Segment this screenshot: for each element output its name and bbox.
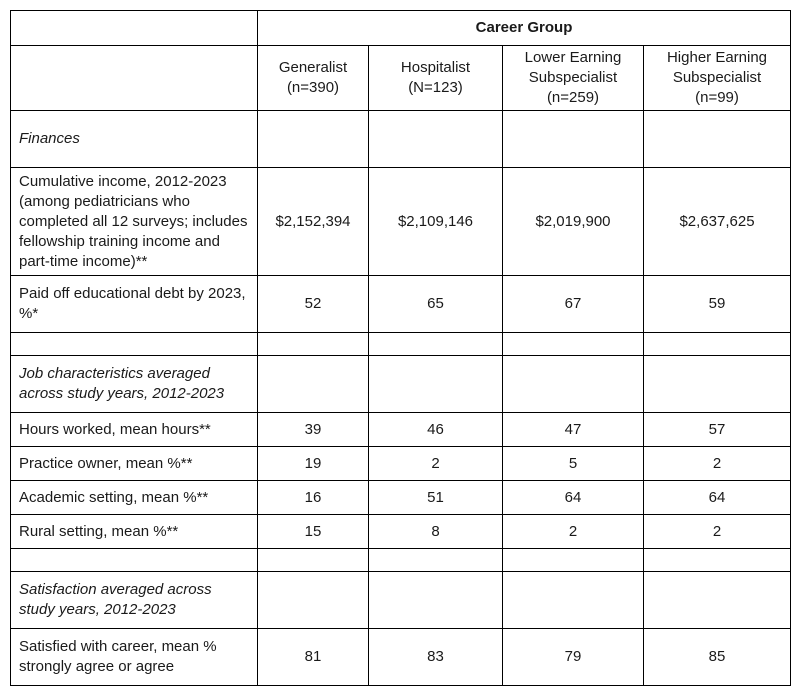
value-cell: 19 (257, 446, 369, 481)
career-group-table: Career Group Generalist (n=390) Hospital… (10, 10, 792, 686)
empty-cell (257, 110, 369, 168)
table-row: Academic setting, mean %** 16 51 64 64 (10, 480, 792, 515)
spacer-cell (257, 332, 369, 356)
empty-cell (502, 355, 644, 413)
value-cell: 64 (642, 480, 792, 515)
value-cell: 65 (368, 275, 503, 333)
table-row: Hours worked, mean hours** 39 46 47 57 (10, 412, 792, 447)
spacer-cell (502, 332, 644, 356)
empty-cell (257, 355, 369, 413)
empty-cell (368, 355, 503, 413)
empty-cell (642, 110, 792, 168)
value-cell: 52 (257, 275, 369, 333)
value-cell: 2 (642, 446, 792, 481)
spacer-cell (257, 548, 369, 572)
section-label-finances: Finances (10, 110, 258, 168)
value-cell: 59 (642, 275, 792, 333)
row-label-cell: Academic setting, mean %** (10, 480, 258, 515)
spacer-cell (368, 548, 503, 572)
career-group-header: Career Group (256, 10, 792, 46)
table-row: Rural setting, mean %** 15 8 2 2 (10, 514, 792, 549)
value-cell: 39 (257, 412, 369, 447)
table-row: Cumulative income, 2012-2023 (among pedi… (10, 167, 792, 276)
column-header-hospitalist: Hospitalist (N=123) (368, 45, 503, 111)
column-header-generalist: Generalist (n=390) (257, 45, 369, 111)
value-cell: 47 (502, 412, 644, 447)
empty-cell (368, 571, 503, 629)
section-label-satisfaction: Satisfaction averaged across study years… (10, 571, 258, 629)
empty-cell (502, 571, 644, 629)
section-label-job-characteristics: Job characteristics averaged across stud… (10, 355, 258, 413)
empty-cell (502, 110, 644, 168)
value-cell: 67 (502, 275, 644, 333)
value-cell: 83 (368, 628, 503, 686)
value-cell: 51 (368, 480, 503, 515)
column-header-higher-earning: Higher Earning Subspecialist (n=99) (642, 45, 792, 111)
table-row: Satisfied with career, mean % strongly a… (10, 628, 792, 686)
value-cell: 15 (257, 514, 369, 549)
value-cell: 5 (502, 446, 644, 481)
value-cell: 85 (642, 628, 792, 686)
spacer-cell (368, 332, 503, 356)
value-cell: 46 (368, 412, 503, 447)
spacer-cell (502, 548, 644, 572)
spacer-cell (642, 332, 792, 356)
row-label-cell: Satisfied with career, mean % strongly a… (10, 628, 258, 686)
table-row: Job characteristics averaged across stud… (10, 355, 792, 413)
empty-cell (642, 355, 792, 413)
empty-cell (642, 571, 792, 629)
value-cell: 57 (642, 412, 792, 447)
value-cell: 79 (502, 628, 644, 686)
column-header-lower-earning: Lower Earning Subspecialist (n=259) (502, 45, 644, 111)
value-cell: 81 (257, 628, 369, 686)
row-label-cell: Hours worked, mean hours** (10, 412, 258, 447)
value-cell: $2,109,146 (368, 167, 503, 276)
spacer-cell (642, 548, 792, 572)
table-row: Practice owner, mean %** 19 2 5 2 (10, 446, 792, 481)
value-cell: 16 (257, 480, 369, 515)
table-row: Satisfaction averaged across study years… (10, 571, 792, 629)
value-cell: 2 (642, 514, 792, 549)
table-row: Paid off educational debt by 2023, %* 52… (10, 275, 792, 333)
value-cell: $2,019,900 (502, 167, 644, 276)
row-label-cell: Rural setting, mean %** (10, 514, 258, 549)
corner-cell (10, 10, 258, 46)
empty-cell (368, 110, 503, 168)
table-row: Generalist (n=390) Hospitalist (N=123) L… (10, 45, 792, 111)
row-label-cell: Paid off educational debt by 2023, %* (10, 275, 258, 333)
empty-header-cell (10, 45, 258, 111)
value-cell: 2 (368, 446, 503, 481)
value-cell: 64 (502, 480, 644, 515)
table-row: Career Group (10, 10, 792, 46)
value-cell: $2,152,394 (257, 167, 369, 276)
spacer-cell (10, 548, 258, 572)
value-cell: 8 (368, 514, 503, 549)
row-label-cell: Cumulative income, 2012-2023 (among pedi… (10, 167, 258, 276)
value-cell: $2,637,625 (642, 167, 792, 276)
spacer-cell (10, 332, 258, 356)
empty-cell (257, 571, 369, 629)
spacer-row (10, 332, 792, 356)
row-label-cell: Practice owner, mean %** (10, 446, 258, 481)
table-row: Finances (10, 110, 792, 168)
value-cell: 2 (502, 514, 644, 549)
spacer-row (10, 548, 792, 572)
